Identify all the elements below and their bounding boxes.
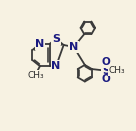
Text: N: N: [69, 42, 78, 52]
Text: S: S: [52, 34, 60, 44]
Text: N: N: [35, 39, 45, 49]
Text: CH₃: CH₃: [109, 66, 125, 75]
Text: O: O: [102, 57, 110, 67]
Text: O: O: [102, 74, 110, 84]
Text: CH₃: CH₃: [28, 71, 44, 80]
Text: S: S: [102, 66, 110, 76]
Text: N: N: [51, 61, 61, 71]
